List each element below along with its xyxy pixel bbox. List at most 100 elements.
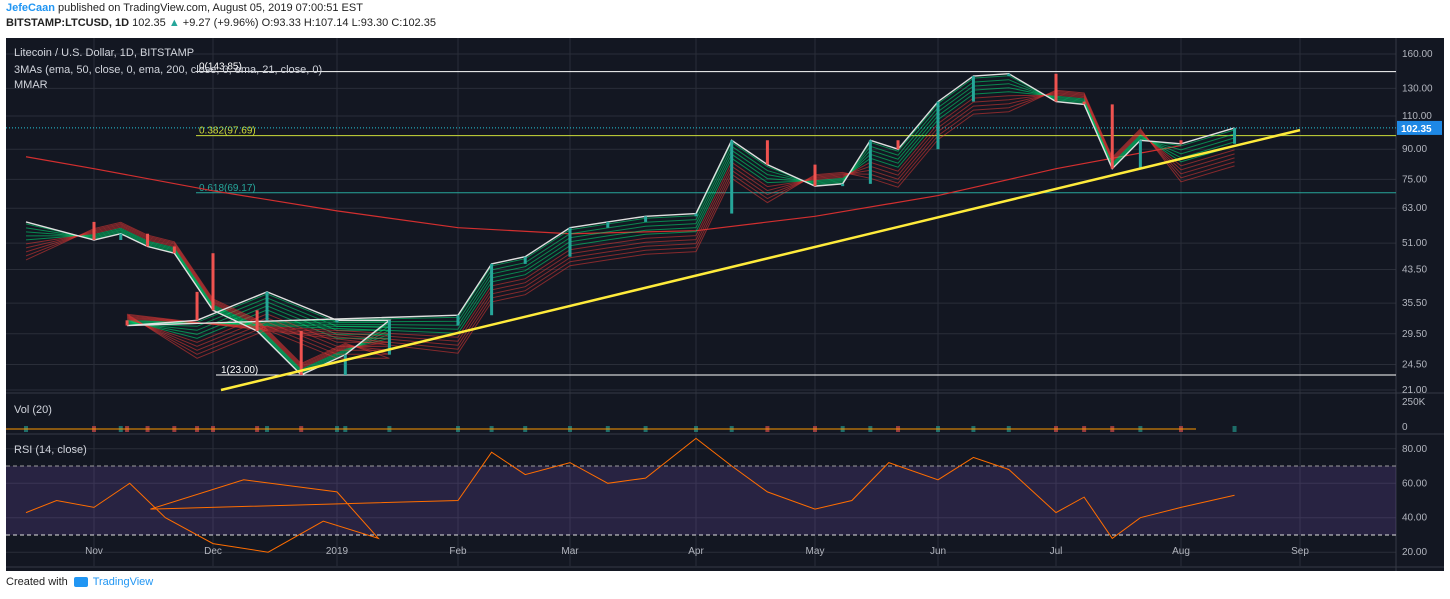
candle-16	[523, 256, 527, 264]
time-axis-label-6: May	[806, 546, 825, 557]
tradingview-link[interactable]: TradingView	[92, 576, 154, 588]
price-chart[interactable]: 0(143.85) 0.382(97.69) 0.618(69.17) 1(23.00…	[6, 38, 1444, 571]
support-trendline	[220, 128, 1301, 392]
current-price-label: 102.35	[1401, 124, 1432, 135]
rsi-axis-label-0: 80.00	[1402, 444, 1427, 455]
rsi-pane	[6, 437, 1396, 553]
legend-study-3mas: 3MAs (ema, 50, close, 0, ema, 200, close…	[14, 64, 322, 76]
candle-12	[195, 291, 199, 321]
up-arrow-icon: ▲	[168, 17, 180, 29]
candle-8	[343, 354, 347, 375]
candle-18	[606, 221, 610, 228]
price-axis-label-8: 35.50	[1402, 298, 1427, 309]
time-axis-label-3: Feb	[449, 546, 467, 557]
price-axis-label-7: 43.50	[1402, 265, 1427, 276]
candle-3	[146, 233, 150, 247]
candle-21	[730, 140, 734, 214]
time-axis-label-4: Mar	[561, 546, 579, 557]
candle-29	[1007, 73, 1011, 77]
fib-label-1: 0.382(97.69)	[199, 126, 256, 137]
price-axis-label-3: 90.00	[1402, 144, 1427, 155]
rsi-axis-label-2: 40.00	[1402, 513, 1427, 524]
time-axis-label-1: Dec	[204, 546, 222, 557]
ema-ribbon-line-9	[25, 89, 1235, 365]
symbol: BITSTAMP:LTCUSD, 1D	[6, 17, 130, 29]
ema-ribbon-line-8	[25, 90, 1235, 366]
candle-31	[1082, 101, 1086, 105]
time-axis-label-7: Jun	[930, 546, 946, 557]
candle-22	[765, 140, 769, 165]
price-axis-label-1: 130.00	[1402, 83, 1433, 94]
price-line	[25, 72, 1235, 376]
time-axis-label-5: Apr	[688, 546, 704, 557]
candle-4	[172, 246, 176, 254]
legend: Litecoin / U.S. Dollar, 1D, BITSTAMP 3MA…	[14, 47, 322, 456]
ema-ribbon-line-3	[25, 87, 1235, 372]
ohlc: O:93.33 H:107.14 L:93.30 C:102.35	[261, 17, 436, 29]
candle-27	[936, 101, 940, 150]
rsi-band	[6, 466, 1396, 535]
candle-28	[971, 76, 975, 102]
candle-30	[1054, 73, 1058, 102]
fib-label-0: 0(143.85)	[199, 62, 242, 73]
last-price: 102.35	[132, 17, 166, 29]
volume-bar-35	[1232, 426, 1237, 432]
candle-7	[299, 330, 303, 375]
price-axis-label-5: 63.00	[1402, 203, 1427, 214]
price-series	[25, 72, 1301, 392]
legend-study-mmar: MMAR	[14, 79, 48, 91]
current-price-box	[1397, 120, 1442, 135]
price-axis-label-0: 160.00	[1402, 49, 1433, 60]
rsi-axis-label-1: 60.00	[1402, 478, 1427, 489]
grid-lines	[6, 38, 1396, 566]
candle-9	[387, 320, 391, 355]
legend-volume: Vol (20)	[14, 404, 52, 416]
price-axis-label-11: 21.00	[1402, 385, 1427, 396]
candle-24	[841, 183, 845, 187]
fib-levels: 0(143.85) 0.382(97.69) 0.618(69.17) 1(23.00…	[6, 62, 1396, 376]
time-axis-label-2: 2019	[326, 546, 349, 557]
volume-pane	[6, 426, 1237, 432]
ema-ribbon-line-7	[25, 92, 1235, 367]
footer: Created with TradingView	[6, 576, 153, 588]
fib-label-3: 1(23.00)	[221, 365, 258, 376]
axes: 160.00 130.00 110.00 90.00 75.00 63.00 51.00 43…	[85, 49, 1442, 558]
candle-1	[92, 221, 96, 240]
pane-separators	[6, 38, 1444, 571]
candle-33	[1138, 140, 1142, 169]
candle-32	[1110, 104, 1114, 169]
candle-6	[255, 310, 259, 331]
candle-14	[456, 315, 460, 326]
time-axis-label-9: Aug	[1172, 546, 1190, 557]
time-axis-label-0: Nov	[85, 546, 103, 557]
published-text: published on TradingView.com, August 05,…	[57, 2, 363, 14]
rsi-axis-label-3: 20.00	[1402, 547, 1427, 558]
candle-15	[490, 263, 494, 316]
candle-20	[694, 213, 698, 217]
price-change: +9.27 (+9.96%)	[182, 17, 259, 29]
candle-26	[896, 140, 900, 150]
chart-background	[6, 38, 1444, 571]
candle-19	[644, 216, 648, 222]
price-axis-label-10: 24.50	[1402, 359, 1427, 370]
rsi-line	[25, 437, 1235, 553]
ema-ribbon-line-5	[25, 94, 1235, 369]
candle-2	[119, 233, 123, 240]
candle-17	[568, 227, 572, 257]
legend-title: Litecoin / U.S. Dollar, 1D, BITSTAMP	[14, 47, 194, 59]
candle-11	[265, 291, 269, 321]
price-axis-label-2: 110.00	[1402, 111, 1432, 122]
price-axis-label-6: 51.00	[1402, 238, 1427, 249]
fib-label-2: 0.618(69.17)	[199, 183, 256, 194]
volume-axis-label-1: 0	[1402, 422, 1408, 433]
author-name[interactable]: JefeCaan	[6, 2, 55, 14]
ticker-line: BITSTAMP:LTCUSD, 1D 102.35 ▲ +9.27 (+9.9…	[6, 17, 436, 29]
price-axis-label-9: 29.50	[1402, 329, 1427, 340]
candle-25	[868, 140, 872, 184]
candle-13	[125, 320, 129, 326]
volume-axis-label-0: 250K	[1402, 397, 1426, 408]
tradingview-logo-icon	[73, 577, 88, 588]
candle-34	[1179, 140, 1183, 144]
time-axis-label-10: Sep	[1291, 546, 1309, 557]
candle-5	[211, 253, 215, 311]
